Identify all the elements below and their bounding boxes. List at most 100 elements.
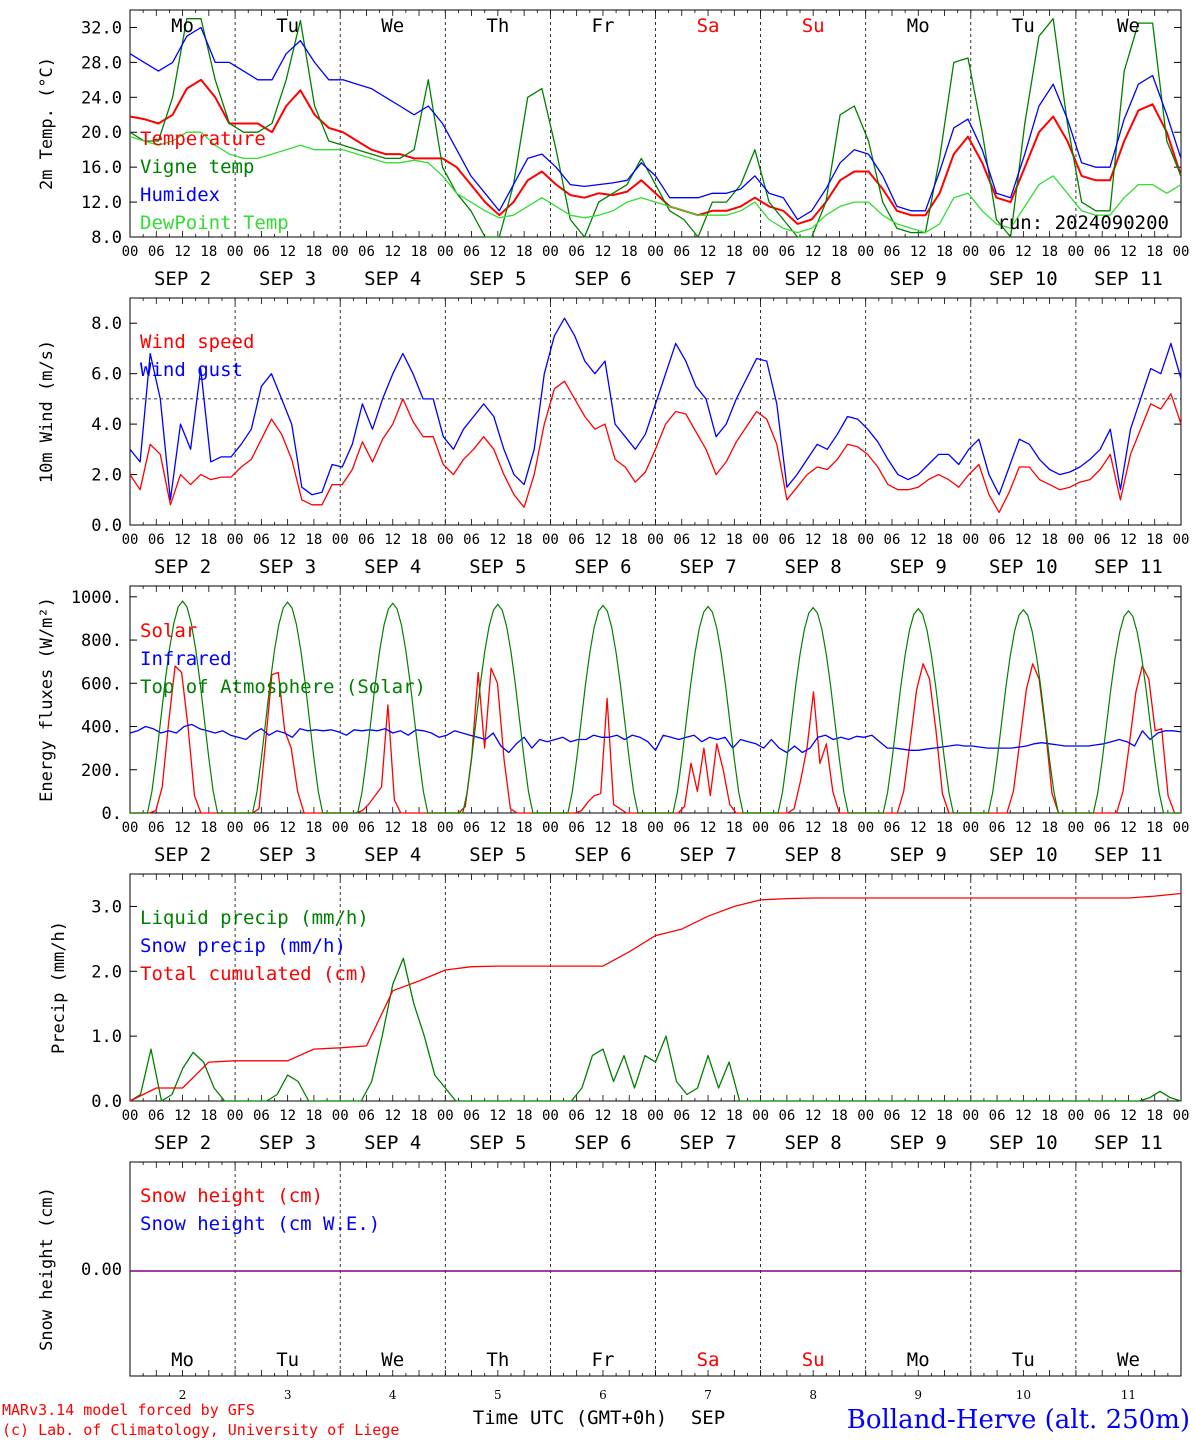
legend-entry: Liquid precip (mm/h) (140, 907, 369, 929)
hour-tick-label: 12 (384, 820, 401, 836)
day-number-label: 9 (914, 1388, 922, 1402)
hour-tick-label: 00 (332, 1108, 349, 1124)
date-label: SEP 4 (364, 268, 421, 290)
hour-tick-label: 12 (384, 244, 401, 260)
y-tick-label: 4.0 (91, 415, 122, 435)
weekday-label: Fr (592, 15, 615, 37)
legend-entry: Snow height (cm W.E.) (140, 1213, 380, 1235)
hour-tick-label: 06 (1094, 244, 1111, 260)
hour-tick-label: 06 (673, 820, 690, 836)
hour-tick-label: 00 (752, 1108, 769, 1124)
weekday-label: We (381, 15, 404, 37)
hour-tick-label: 12 (595, 244, 612, 260)
weekday-label: We (381, 1349, 404, 1371)
date-label: SEP 7 (679, 844, 736, 866)
hour-tick-label: 12 (910, 1108, 927, 1124)
hour-tick-label: 12 (279, 244, 296, 260)
weekday-label: Tu (1012, 1349, 1035, 1371)
y-tick-label: 0.0 (91, 516, 122, 536)
hour-tick-label: 00 (122, 1108, 139, 1124)
hour-tick-label: 18 (936, 820, 953, 836)
hour-tick-label: 12 (805, 532, 822, 548)
y-axis-label: 10m Wind (m/s) (37, 340, 57, 483)
hour-tick-label: 12 (805, 1108, 822, 1124)
hour-tick-label: 00 (1067, 244, 1084, 260)
date-label: SEP 2 (154, 268, 211, 290)
hour-tick-label: 06 (778, 820, 795, 836)
weekday-label: Tu (1012, 15, 1035, 37)
hour-tick-label: 12 (489, 820, 506, 836)
date-label: SEP 3 (259, 844, 316, 866)
weekday-label: Su (802, 1349, 825, 1371)
date-label: SEP 6 (574, 844, 631, 866)
x-axis-month: SEP (691, 1407, 725, 1429)
date-label: SEP 10 (989, 844, 1058, 866)
hour-tick-label: 06 (253, 244, 270, 260)
series-blue-line (129, 723, 1182, 754)
hour-tick-label: 18 (621, 820, 638, 836)
hour-tick-label: 18 (726, 820, 743, 836)
weekday-label: We (1117, 15, 1140, 37)
day-number-label: 3 (284, 1388, 292, 1402)
day-number-label: 4 (389, 1388, 397, 1402)
hour-tick-label: 00 (437, 1108, 454, 1124)
hour-tick-label: 18 (1146, 532, 1163, 548)
series-red-line (129, 380, 1182, 514)
legend-entry: Vigne temp (140, 156, 254, 178)
date-label: SEP 5 (469, 1132, 526, 1154)
date-label: SEP 4 (364, 556, 421, 578)
hour-tick-label: 00 (1067, 532, 1084, 548)
legend-entry: Temperature (140, 128, 266, 150)
hour-tick-label: 06 (358, 1108, 375, 1124)
legend-entry: Snow precip (mm/h) (140, 935, 346, 957)
hour-tick-label: 00 (962, 820, 979, 836)
date-label: SEP 9 (890, 556, 947, 578)
hour-tick-label: 06 (463, 820, 480, 836)
hour-tick-label: 12 (700, 244, 717, 260)
weekday-label: Th (486, 15, 509, 37)
hour-tick-label: 06 (884, 244, 901, 260)
y-tick-label: 600. (81, 674, 122, 694)
hour-tick-label: 00 (542, 244, 559, 260)
hour-tick-label: 12 (910, 820, 927, 836)
weekday-label: We (1117, 1349, 1140, 1371)
hour-tick-label: 18 (726, 532, 743, 548)
hour-tick-label: 06 (463, 532, 480, 548)
y-tick-label: 1000. (71, 588, 122, 608)
legend-entry: Snow height (cm) (140, 1185, 323, 1207)
hour-tick-label: 12 (174, 244, 191, 260)
hour-tick-label: 00 (752, 532, 769, 548)
hour-tick-label: 12 (595, 532, 612, 548)
hour-tick-label: 18 (411, 820, 428, 836)
hour-tick-label: 12 (489, 244, 506, 260)
hour-tick-label: 12 (1120, 244, 1137, 260)
weekday-label: Sa (697, 15, 720, 37)
date-label: SEP 11 (1094, 556, 1163, 578)
date-label: SEP 8 (785, 268, 842, 290)
hour-tick-label: 06 (358, 820, 375, 836)
hour-tick-label: 00 (227, 244, 244, 260)
hour-tick-label: 06 (148, 1108, 165, 1124)
hour-tick-label: 12 (174, 1108, 191, 1124)
x-axis-label: Time UTC (GMT+0h) (473, 1407, 667, 1429)
date-label: SEP 2 (154, 844, 211, 866)
date-label: SEP 7 (679, 1132, 736, 1154)
hour-tick-label: 18 (726, 1108, 743, 1124)
hour-tick-label: 18 (305, 244, 322, 260)
y-tick-label: 3.0 (91, 897, 122, 917)
hour-tick-label: 12 (489, 532, 506, 548)
hour-tick-label: 06 (358, 532, 375, 548)
hour-tick-label: 12 (805, 244, 822, 260)
hour-tick-label: 12 (489, 1108, 506, 1124)
weekday-label: Mo (907, 1349, 930, 1371)
y-tick-label: 16.0 (81, 158, 122, 178)
hour-tick-label: 18 (621, 1108, 638, 1124)
day-number-label: 6 (599, 1388, 607, 1402)
y-tick-label: 1.0 (91, 1027, 122, 1047)
credit-line: (c) Lab. of Climatology, University of L… (2, 1421, 399, 1439)
hour-tick-label: 00 (1067, 1108, 1084, 1124)
date-label: SEP 2 (154, 556, 211, 578)
y-tick-label: 0.0 (91, 1092, 122, 1112)
hour-tick-label: 18 (1146, 820, 1163, 836)
hour-tick-label: 00 (647, 244, 664, 260)
